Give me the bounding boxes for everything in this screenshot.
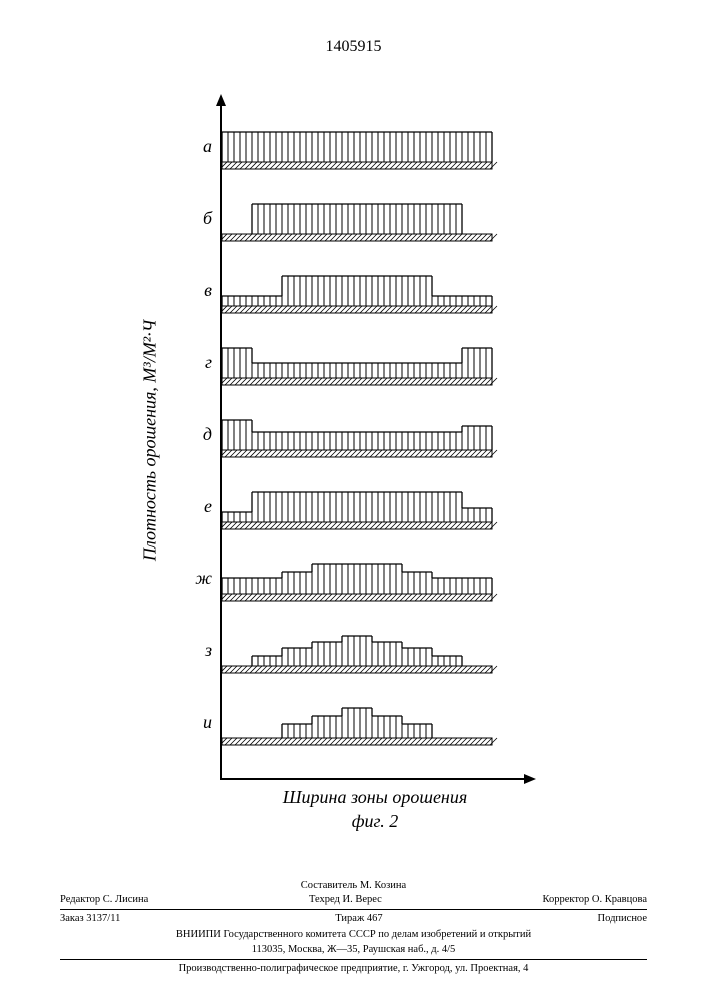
footer-org: ВНИИПИ Государственного комитета СССР по… (60, 928, 647, 942)
footer-composer: Составитель М. Козина (60, 879, 647, 893)
footer-printer: Производственно-полиграфическое предприя… (60, 959, 647, 976)
footer: Составитель М. Козина Редактор С. Лисина… (60, 879, 647, 976)
row-label: и (192, 712, 212, 733)
footer-corrector: Корректор О. Кравцова (543, 893, 647, 907)
row-label: е (192, 496, 212, 517)
footer-subscription: Подписное (598, 912, 647, 926)
x-axis-label: Ширина зоны орошения (220, 787, 530, 808)
row-label: з (192, 640, 212, 661)
row-label: а (192, 136, 212, 157)
figure-label: фиг. 2 (220, 811, 530, 832)
footer-address: 113035, Москва, Ж—35, Раушская наб., д. … (60, 943, 647, 957)
row-label: в (192, 280, 212, 301)
footer-order: Заказ 3137/11 (60, 912, 120, 926)
x-axis-arrow (524, 774, 536, 784)
page-number: 1405915 (0, 38, 707, 56)
y-axis-label: Плотность орошения, М³/М²·Ч (140, 241, 161, 641)
chart-svg (222, 100, 522, 780)
footer-tech-editor: Техред И. Верес (309, 893, 382, 907)
row-label: д (192, 424, 212, 445)
row-label: г (192, 352, 212, 373)
footer-editor: Редактор С. Лисина (60, 893, 148, 907)
row-label: б (192, 208, 212, 229)
row-label: ж (192, 568, 212, 589)
footer-circulation: Тираж 467 (335, 912, 382, 926)
